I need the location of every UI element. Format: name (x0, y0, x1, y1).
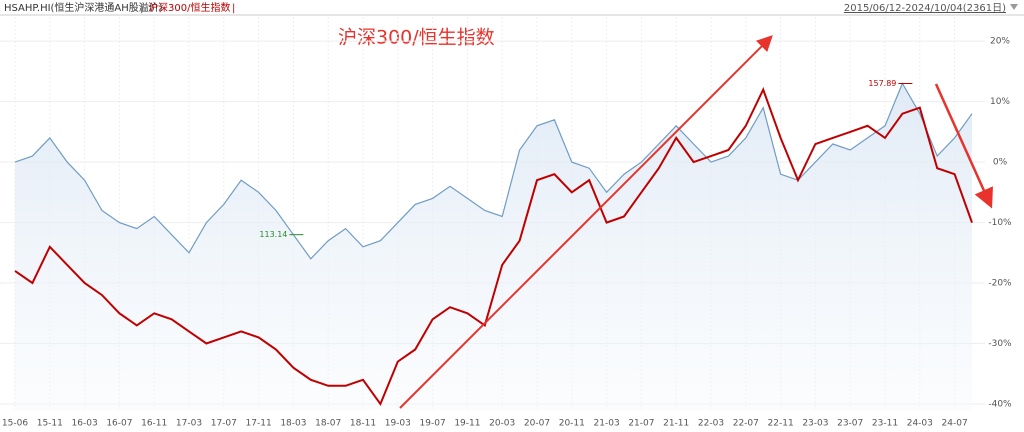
x-tick-label: 16-11 (141, 419, 167, 429)
x-tick-label: 19-03 (385, 419, 411, 429)
legend-entry: 沪深300/恒生指数 (148, 1, 230, 14)
y-tick-label: -20% (988, 279, 1012, 289)
x-tick-label: 20-03 (489, 419, 515, 429)
y-tick-label: 20% (990, 37, 1010, 47)
x-tick-label: 16-07 (106, 419, 132, 429)
x-tick-label: 17-11 (246, 419, 272, 429)
area (15, 83, 972, 410)
x-tick-label: 22-07 (733, 419, 759, 429)
chart-title: 沪深300/恒生指数 (338, 27, 495, 49)
dropdown-icon[interactable] (1010, 4, 1018, 10)
x-tick-label: 19-07 (420, 419, 446, 429)
y-tick-label: -40% (988, 399, 1012, 409)
annotation: 157.89 (868, 79, 896, 88)
y-tick-label: -30% (988, 339, 1012, 349)
x-tick-label: 17-07 (211, 419, 237, 429)
x-tick-label: 23-03 (802, 419, 828, 429)
x-tick-label: 15-06 (2, 419, 28, 429)
x-tick-label: 18-03 (280, 419, 306, 429)
x-tick-label: 19-11 (454, 419, 480, 429)
y-tick-label: 0% (993, 158, 1008, 168)
y-tick-label: 10% (990, 97, 1010, 107)
x-tick-label: 20-11 (559, 419, 585, 429)
annotation: 113.14 (259, 230, 287, 239)
series-line (14, 82, 973, 260)
trend-arrow (934, 83, 993, 209)
x-tick-label: 23-07 (837, 419, 863, 429)
trend-arrow (399, 35, 773, 409)
x-tick-label: 18-07 (315, 419, 341, 429)
legend-entry: HSAHP.HI(恒生沪深港通AH股溢价) (4, 1, 163, 14)
x-tick-label: 17-03 (176, 419, 202, 429)
date-range[interactable]: 2015/06/12-2024/10/04(2361日) (844, 3, 1006, 14)
x-tick-label: 21-11 (663, 419, 689, 429)
separator: | (232, 3, 235, 14)
y-tick-label: -10% (988, 218, 1012, 228)
x-tick-label: 20-07 (524, 419, 550, 429)
x-tick-label: 23-11 (872, 419, 898, 429)
x-tick-label: 21-03 (594, 419, 620, 429)
x-tick-label: 18-11 (350, 419, 376, 429)
x-tick-label: 24-03 (907, 419, 933, 429)
x-tick-label: 21-07 (628, 419, 654, 429)
x-tick-label: 22-11 (768, 419, 794, 429)
x-tick-label: 24-07 (942, 419, 968, 429)
x-tick-label: 15-11 (37, 419, 63, 429)
separator: | (140, 3, 143, 14)
x-tick-label: 22-03 (698, 419, 724, 429)
x-tick-label: 16-03 (72, 419, 98, 429)
series-line (14, 87, 973, 407)
